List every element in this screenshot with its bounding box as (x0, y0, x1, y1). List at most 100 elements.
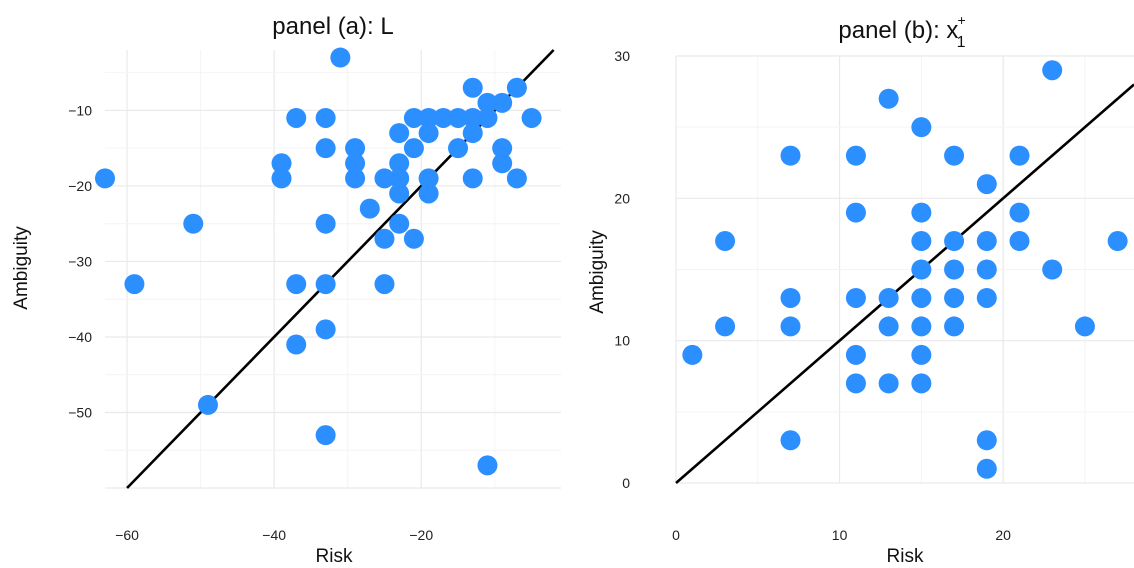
panel-a-x-tick-labels: −60 −40 −20 (115, 527, 433, 543)
scatter-point (448, 138, 469, 159)
scatter-point (976, 430, 997, 451)
scatter-point (976, 231, 997, 252)
y-tick-label: −40 (68, 329, 92, 345)
scatter-point (911, 373, 932, 394)
x-tick-label: 20 (995, 527, 1011, 543)
scatter-point (878, 287, 899, 308)
scatter-point (374, 274, 395, 295)
panel-a-scatter-plot: −60 −40 −20 −50 −40 −30 −20 −10 panel (a): L R… (11, 13, 561, 567)
scatter-point (315, 138, 336, 159)
panel-a-title: panel (a): L (272, 13, 393, 40)
scatter-point (492, 92, 513, 113)
scatter-point (911, 344, 932, 365)
scatter-point (389, 183, 410, 204)
panel-b-gridlines (675, 55, 1134, 484)
scatter-point (944, 287, 965, 308)
scatter-point (418, 168, 439, 189)
scatter-point (1042, 60, 1063, 81)
scatter-point (433, 107, 454, 128)
scatter-point (845, 202, 866, 223)
scatter-point (944, 145, 965, 166)
scatter-point (492, 153, 513, 174)
scatter-point (271, 153, 292, 174)
y-tick-label: −50 (68, 404, 92, 420)
y-tick-label: −10 (68, 102, 92, 118)
scatter-point (330, 47, 351, 68)
scatter-point (403, 228, 424, 249)
scatter-point (448, 107, 469, 128)
scatter-point (389, 213, 410, 234)
scatter-point (462, 77, 483, 98)
scatter-point (418, 183, 439, 204)
scatter-point (911, 316, 932, 337)
scatter-point (682, 344, 703, 365)
scatter-point (1009, 202, 1030, 223)
scatter-point (345, 168, 366, 189)
scatter-point (124, 274, 145, 295)
scatter-point (944, 231, 965, 252)
scatter-point (1009, 145, 1030, 166)
scatter-point (1074, 316, 1095, 337)
panel-b-title-subscript: 1 (957, 34, 966, 51)
scatter-point (95, 168, 115, 189)
scatter-point (911, 117, 932, 138)
scatter-point (911, 259, 932, 280)
panel-b-reference-line (675, 83, 1134, 484)
scatter-point (389, 123, 410, 144)
scatter-point (345, 138, 366, 159)
panel-b-y-tick-labels: 0 10 20 30 (614, 48, 630, 491)
scatter-point (878, 88, 899, 109)
scatter-point (976, 458, 997, 479)
x-tick-label: 10 (832, 527, 848, 543)
scatter-point (315, 425, 336, 446)
scatter-point (462, 123, 483, 144)
scatter-point (780, 430, 801, 451)
panel-b-points (682, 60, 1128, 479)
scatter-point (403, 107, 424, 128)
scatter-point (374, 168, 395, 189)
scatter-point (976, 174, 997, 195)
y-tick-label: 10 (614, 333, 630, 349)
y-tick-label: 30 (614, 48, 630, 64)
scatter-point (389, 168, 410, 189)
scatter-point (521, 107, 542, 128)
scatter-point (976, 259, 997, 280)
scatter-point (911, 287, 932, 308)
panel-b-x-tick-labels: 0 10 20 (672, 527, 1011, 543)
scatter-point (183, 213, 204, 234)
scatter-point (315, 319, 336, 340)
x-tick-label: −60 (115, 527, 139, 543)
scatter-point (1107, 231, 1128, 252)
scatter-point (780, 316, 801, 337)
panel-a-y-axis-title: Ambiguity (11, 226, 32, 310)
panel-a-x-axis-title: Risk (316, 546, 353, 567)
scatter-point (845, 287, 866, 308)
scatter-point (780, 287, 801, 308)
scatter-point (944, 316, 965, 337)
scatter-point (715, 231, 736, 252)
scatter-point (403, 138, 424, 159)
y-tick-label: −30 (68, 253, 92, 269)
x-tick-label: 0 (672, 527, 680, 543)
panel-b-y-axis-title: Ambiguity (587, 230, 608, 314)
y-tick-label: −20 (68, 178, 92, 194)
scatter-point (1042, 259, 1063, 280)
scatter-point (878, 316, 899, 337)
scatter-point (286, 334, 307, 355)
x-tick-label: −20 (409, 527, 433, 543)
scatter-point (845, 344, 866, 365)
scatter-point (389, 153, 410, 174)
scatter-point (506, 77, 527, 98)
scatter-point (477, 455, 498, 476)
scatter-point (477, 92, 498, 113)
panel-b-x-axis-title: Risk (887, 546, 924, 567)
scatter-point (345, 153, 366, 174)
panel-b-title-superscript: + (957, 12, 965, 28)
scatter-point (845, 373, 866, 394)
scatter-point (506, 168, 527, 189)
scatter-point (911, 202, 932, 223)
scatter-point (359, 198, 380, 219)
x-tick-label: −40 (262, 527, 286, 543)
scatter-point (780, 145, 801, 166)
